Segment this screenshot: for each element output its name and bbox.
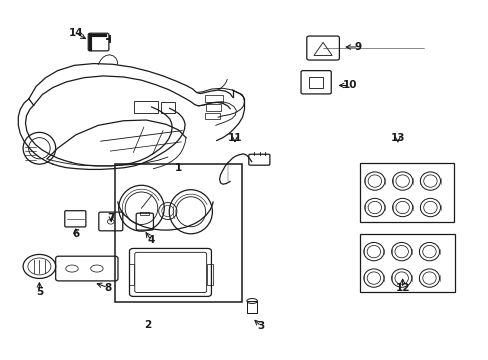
Text: 1: 1 <box>174 163 182 173</box>
Bar <box>205 95 223 102</box>
Text: 9: 9 <box>354 42 362 52</box>
Text: 12: 12 <box>395 283 409 293</box>
Text: 11: 11 <box>227 133 242 143</box>
Bar <box>247 301 256 313</box>
Text: 3: 3 <box>257 321 264 332</box>
Text: 4: 4 <box>147 235 154 245</box>
Text: 8: 8 <box>104 283 111 293</box>
Bar <box>134 101 158 113</box>
Text: 6: 6 <box>72 229 79 239</box>
Text: 5: 5 <box>36 287 43 297</box>
Bar <box>359 234 454 292</box>
Text: 2: 2 <box>144 320 151 330</box>
Text: 10: 10 <box>342 80 356 90</box>
Bar <box>115 164 242 302</box>
Text: 14: 14 <box>68 28 83 38</box>
Text: 13: 13 <box>390 133 404 143</box>
Text: 7: 7 <box>107 213 115 223</box>
Bar <box>160 102 175 113</box>
Bar <box>206 104 221 111</box>
Bar <box>207 264 212 285</box>
Bar <box>128 264 134 285</box>
Bar <box>308 77 323 87</box>
Bar <box>140 212 148 215</box>
Bar <box>360 163 453 222</box>
Bar <box>205 113 219 119</box>
